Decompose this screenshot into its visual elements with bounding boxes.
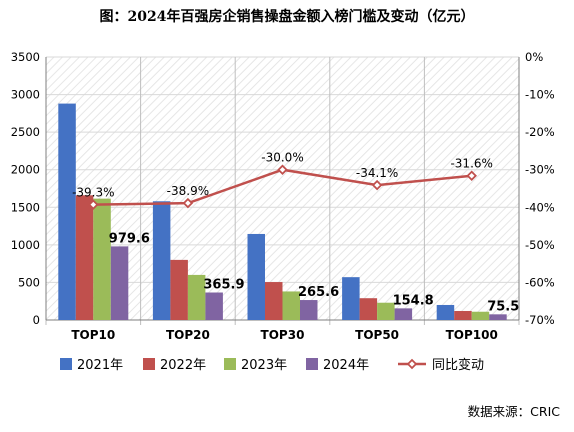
line-marker	[277, 164, 288, 175]
bar-data-label: 75.5	[487, 299, 519, 314]
x-tick-label: TOP50	[355, 328, 399, 342]
bar	[247, 233, 265, 320]
x-tick-label: TOP30	[261, 328, 305, 342]
y-right-tick-label: -70%	[525, 313, 555, 327]
y-right-tick-label: -20%	[525, 125, 555, 139]
line-marker	[371, 179, 383, 191]
bar	[394, 308, 413, 320]
line-marker	[466, 170, 477, 181]
y-left-tick-label: 3000	[11, 88, 40, 102]
bar	[282, 291, 300, 320]
y-left-tick-label: 3500	[11, 50, 40, 64]
legend-swatch	[306, 358, 318, 370]
bar	[489, 314, 507, 320]
x-tick-label: TOP100	[446, 328, 498, 342]
legend-swatch	[224, 358, 236, 370]
bar	[377, 302, 395, 320]
bar-data-label: 365.9	[203, 278, 244, 293]
line-data-label: -39.3%	[72, 186, 114, 200]
bar	[454, 310, 472, 320]
legend-label: 2024年	[323, 358, 369, 373]
y-right-tick-label: -50%	[525, 238, 555, 252]
bar	[170, 259, 188, 320]
y-right-tick-label: -30%	[525, 163, 555, 177]
y-left-tick-label: 1500	[11, 200, 40, 214]
bar	[93, 198, 111, 320]
bar	[300, 300, 318, 320]
bar	[75, 195, 94, 320]
y-left-tick-label: 0	[33, 313, 40, 327]
bar	[187, 274, 206, 320]
legend-label: 同比变动	[432, 357, 484, 373]
bar	[152, 201, 171, 320]
line-data-label: -34.1%	[356, 166, 398, 180]
y-right-tick-label: -60%	[525, 275, 555, 289]
legend-swatch	[60, 358, 72, 370]
y-right-tick-label: -10%	[525, 88, 555, 102]
bar-data-label: 979.6	[109, 231, 150, 246]
bar	[265, 282, 283, 320]
chart-title: 图：2024年百强房企销售操盘金额入榜门槛及变动（亿元）	[99, 9, 475, 25]
bar	[110, 246, 129, 320]
line-data-label: -31.6%	[450, 157, 492, 171]
y-left-tick-label: 2000	[11, 163, 40, 177]
legend-marker	[406, 358, 418, 370]
x-tick-label: TOP10	[71, 328, 115, 342]
bar	[471, 311, 490, 320]
bar	[342, 277, 360, 320]
line-marker	[182, 197, 194, 209]
y-left-tick-label: 1000	[11, 238, 40, 252]
y-left-tick-label: 2500	[11, 125, 40, 139]
bar	[359, 298, 378, 320]
line-data-label: -38.9%	[167, 184, 209, 198]
legend-label: 2021年	[77, 358, 123, 373]
bar	[436, 304, 455, 320]
legend-swatch	[143, 358, 155, 370]
y-right-tick-label: -40%	[525, 200, 555, 214]
line-marker	[88, 199, 99, 210]
bar	[205, 292, 223, 320]
legend-label: 2023年	[241, 358, 287, 373]
bar-data-label: 154.8	[393, 293, 434, 308]
bar-data-label: 265.6	[298, 285, 339, 300]
data-source-note: 数据来源：CRIC	[467, 404, 560, 419]
y-right-tick-label: 0%	[525, 50, 543, 64]
line-data-label: -30.0%	[261, 151, 303, 165]
bar	[58, 103, 76, 321]
legend-label: 2022年	[160, 358, 206, 373]
x-tick-label: TOP20	[166, 328, 210, 342]
y-left-tick-label: 500	[18, 275, 40, 289]
